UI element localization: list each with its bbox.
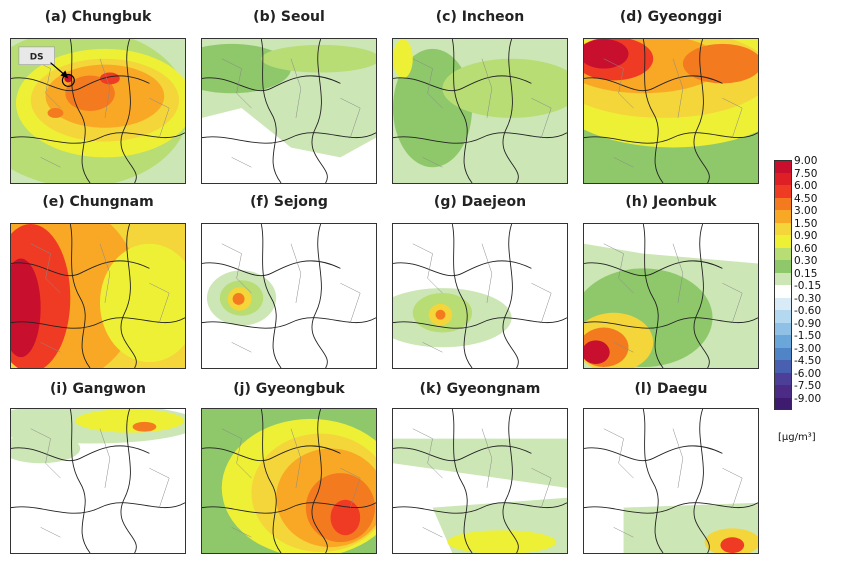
colorbar-swatch xyxy=(774,247,792,260)
colorbar-swatch xyxy=(774,210,792,223)
panel-title-i: (i) Gangwon xyxy=(50,381,146,397)
map-panel-b xyxy=(201,38,377,184)
colorbar-swatch xyxy=(774,272,792,285)
colorbar-swatch xyxy=(774,372,792,385)
colorbar-tick-label: 0.90 xyxy=(794,230,818,242)
colorbar-swatch xyxy=(774,347,792,360)
colorbar-tick-label: 0.15 xyxy=(794,267,818,280)
map-panel-f xyxy=(201,223,377,369)
map-panel-j xyxy=(201,408,377,554)
panel-title-f: (f) Sejong xyxy=(250,194,328,210)
map-panel-g xyxy=(392,223,568,369)
colorbar-tick-label: 0.30 xyxy=(794,255,818,267)
colorbar-swatch xyxy=(774,222,792,235)
colorbar-tick-label: -6.00 xyxy=(794,367,822,380)
panel-title-c: (c) Incheon xyxy=(435,9,525,25)
map-panel-e xyxy=(10,223,186,369)
map-panel-h xyxy=(583,223,759,369)
colorbar-tick-label: -7.50 xyxy=(794,380,822,392)
colorbar-tick-label: -3.00 xyxy=(794,342,822,355)
map-panel-l xyxy=(583,408,759,554)
panel-title-d: (d) Gyeonggi xyxy=(619,9,723,25)
colorbar-swatch xyxy=(774,160,792,173)
colorbar-swatch xyxy=(774,397,792,410)
panel-title-j: (j) Gyeongbuk xyxy=(233,381,345,397)
map-panel-i xyxy=(10,408,186,554)
map-panel-a: DS xyxy=(10,38,186,184)
map-panel-k xyxy=(392,408,568,554)
colorbar-swatch xyxy=(774,335,792,348)
ds-label-box xyxy=(18,46,55,65)
colorbar-swatch xyxy=(774,385,792,398)
colorbar-tick-label: -1.50 xyxy=(794,330,822,342)
colorbar-tick-label: 0.60 xyxy=(794,242,818,255)
colorbar-swatch xyxy=(774,297,792,310)
colorbar-tick-label: 4.50 xyxy=(794,192,818,205)
colorbar-tick-label: 7.50 xyxy=(794,167,818,180)
panel-title-h: (h) Jeonbuk xyxy=(625,194,717,210)
ds-label: DS xyxy=(30,53,44,63)
colorbar-tick-label: -4.50 xyxy=(794,355,822,367)
colorbar-swatch xyxy=(774,235,792,248)
colorbar-unit-label: [μg/m³] xyxy=(778,432,816,443)
panel-title-k: (k) Gyeongnam xyxy=(419,381,541,397)
map-panel-d xyxy=(583,38,759,184)
colorbar-tick-label: -0.30 xyxy=(794,292,822,305)
colorbar-tick-label: 3.00 xyxy=(794,205,818,217)
colorbar-swatch xyxy=(774,285,792,298)
colorbar-swatch xyxy=(774,185,792,198)
map-panel-c xyxy=(392,38,568,184)
panel-title-l: (l) Daegu xyxy=(634,381,708,397)
colorbar-swatch xyxy=(774,322,792,335)
colorbar-tick-label: 9.00 xyxy=(794,155,818,167)
colorbar-tick-label: -0.15 xyxy=(794,280,822,292)
colorbar-swatch xyxy=(774,360,792,373)
ds-marker xyxy=(61,73,75,87)
colorbar-swatch xyxy=(774,310,792,323)
panel-title-b: (b) Seoul xyxy=(253,9,325,25)
panel-title-e: (e) Chungnam xyxy=(42,194,154,210)
panel-title-g: (g) Daejeon xyxy=(433,194,527,210)
colorbar-tick-label: -9.00 xyxy=(794,392,822,405)
colorbar-swatch xyxy=(774,260,792,273)
colorbar-tick-label: 1.50 xyxy=(794,217,818,230)
colorbar-swatch xyxy=(774,172,792,185)
colorbar-swatch xyxy=(774,197,792,210)
colorbar-tick-label: -0.90 xyxy=(794,317,822,330)
colorbar-tick-label: -0.60 xyxy=(794,305,822,317)
panel-title-a: (a) Chungbuk xyxy=(44,9,152,25)
colorbar-tick-label: 6.00 xyxy=(794,180,818,192)
